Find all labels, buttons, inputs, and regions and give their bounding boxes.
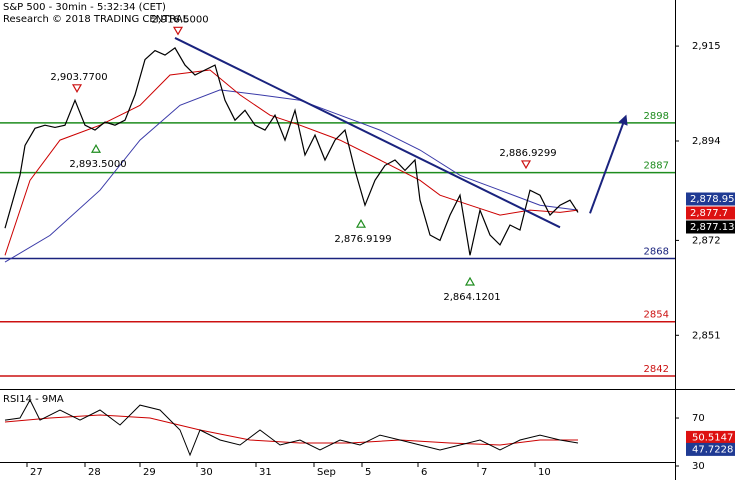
x-tick-label: Sep [317, 467, 336, 478]
series-line [4, 398, 579, 457]
price-tag [686, 206, 735, 220]
annotation-label: 2,916.5000 [151, 14, 208, 25]
annotation-label: 2,893.5000 [69, 159, 126, 170]
trendline [174, 37, 561, 229]
price-tag [686, 220, 735, 234]
x-tick-label: 30 [200, 467, 213, 478]
annotation-label: 2,903.7700 [50, 72, 107, 83]
x-tick-label: 7 [481, 467, 487, 478]
annotation-marker [172, 26, 184, 36]
annotation-marker [90, 144, 102, 153]
rsi-tick-label: 30 [692, 461, 705, 472]
price-tag [686, 192, 735, 206]
annotation-label: 2,886.9299 [499, 148, 556, 159]
y-tick-label: 2,851 [692, 330, 721, 341]
level-label: 2887 [644, 161, 669, 172]
rsi-tag [686, 442, 735, 456]
x-tick-label: 29 [143, 467, 156, 478]
series-line [4, 47, 579, 256]
x-tick-label: 6 [421, 467, 427, 478]
x-tick-label: 31 [259, 467, 272, 478]
annotation-marker [355, 218, 367, 228]
x-tick-label: 27 [30, 467, 43, 478]
rsi-panel [4, 398, 579, 457]
x-tick-label: 28 [88, 467, 101, 478]
x-tick-label: 5 [365, 467, 371, 478]
arrow [589, 114, 628, 214]
rsi-tag-label: 47.7228 [692, 444, 733, 455]
rsi-tag-label: 50.5147 [692, 432, 733, 443]
y-tick-label: 2,894 [692, 136, 721, 147]
price-tag-label: 2,877.13 [690, 222, 735, 233]
rsi-title: RSI14 - 9MA [3, 394, 64, 405]
annotation-label: 2,876.9199 [334, 234, 391, 245]
level-label: 2842 [644, 364, 669, 375]
x-tick-label: 10 [538, 467, 551, 478]
level-label: 2854 [644, 310, 669, 321]
price-tag-label: 2,878.95 [690, 194, 735, 205]
y-tick-label: 2,872 [692, 235, 721, 246]
y-tick-label: 2,915 [692, 41, 721, 52]
price-panel: 2898 2887 2868 2854 2842 2,915 2,894 2,872 2,851… [0, 14, 721, 478]
series-line [4, 69, 579, 256]
labels: S&P 500 - 30min - 5:32:34 (CET) Research… [3, 2, 735, 472]
annotation-label: 2,864.1201 [443, 292, 500, 303]
annotation-marker [71, 84, 83, 94]
chart-title: S&P 500 - 30min - 5:32:34 (CET) [3, 2, 166, 13]
annotation-marker [464, 276, 476, 286]
chart-subtitle: Research © 2018 TRADING CENTRAL [3, 14, 189, 25]
level-label: 2868 [644, 246, 669, 257]
level-label: 2898 [644, 111, 669, 122]
rsi-tick-label: 70 [692, 413, 705, 424]
rsi-tag [686, 430, 735, 444]
series-line [4, 414, 578, 446]
annotation-marker [520, 160, 532, 170]
price-tag-label: 2,877.7 [690, 208, 728, 219]
